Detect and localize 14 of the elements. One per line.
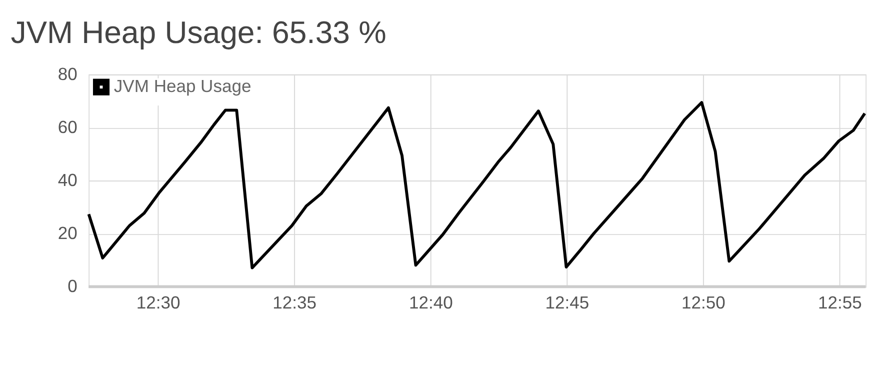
x-tick-label: 12:55 bbox=[818, 292, 862, 313]
y-tick-label: 40 bbox=[58, 170, 78, 190]
y-tick-label: 0 bbox=[68, 276, 78, 296]
y-tick-label: 80 bbox=[58, 64, 78, 84]
y-tick-label: 20 bbox=[58, 222, 78, 243]
x-tick-label: 12:40 bbox=[409, 292, 454, 313]
x-tick-label: 12:30 bbox=[136, 292, 180, 313]
y-tick-label: 60 bbox=[58, 116, 78, 137]
x-tick-label: 12:35 bbox=[272, 292, 316, 313]
x-tick-label: 12:45 bbox=[545, 292, 590, 313]
chart-title: JVM Heap Usage: 65.33 % bbox=[10, 15, 386, 50]
legend-label: JVM Heap Usage bbox=[114, 76, 252, 96]
x-tick-label: 12:50 bbox=[682, 292, 726, 313]
line-series bbox=[87, 101, 866, 270]
